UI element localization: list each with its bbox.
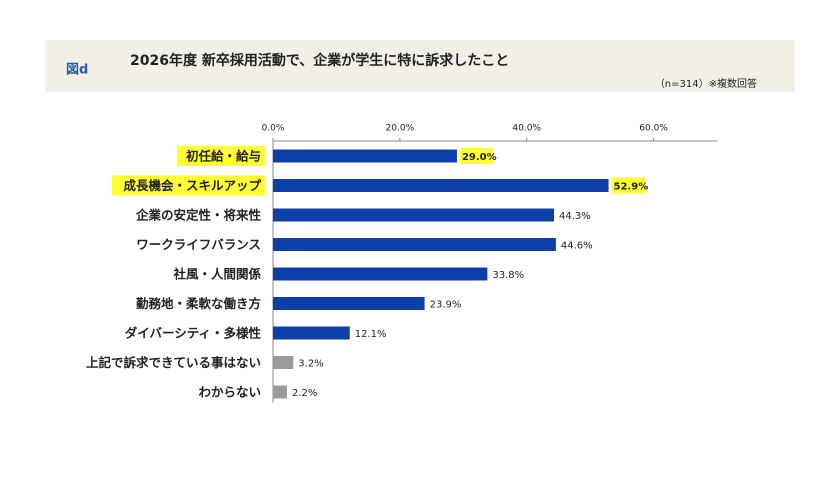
y-tick-label: 初任給・給与	[186, 149, 261, 164]
y-tick-label: ワークライフバランス	[136, 237, 261, 252]
y-tick-label: 成長機会・スキルアップ	[123, 178, 261, 193]
value-label: 29.0%	[462, 152, 497, 163]
header-band	[45, 40, 795, 92]
value-label: 2.2%	[292, 388, 317, 399]
chart-subtitle: （n=314）※複数回答	[655, 77, 757, 90]
bar	[273, 385, 287, 399]
figure-label: 図d	[66, 63, 88, 78]
value-label: 44.3%	[559, 211, 591, 222]
bar	[273, 208, 554, 222]
value-label-highlight	[459, 148, 494, 164]
x-tick-label: 20.0%	[386, 124, 415, 134]
chart-title: 2026年度 新卒採用活動で、企業が学生に特に訴求したこと	[130, 52, 509, 69]
bar	[273, 356, 294, 369]
value-label-highlight	[611, 177, 646, 194]
value-label: 52.9%	[614, 182, 649, 193]
bar	[273, 297, 425, 310]
y-tick-label: わからない	[198, 385, 261, 400]
y-tick-label: 勤務地・柔軟な働き方	[136, 296, 261, 311]
category-highlight	[112, 175, 265, 196]
value-label: 12.1%	[355, 329, 387, 340]
bar	[273, 267, 488, 281]
value-label: 33.8%	[492, 270, 524, 281]
value-label: 23.9%	[430, 300, 462, 311]
bar	[273, 238, 556, 251]
bar	[273, 179, 609, 192]
bar	[273, 326, 350, 340]
y-tick-label: 社風・人間関係	[172, 267, 261, 282]
value-label: 44.6%	[561, 241, 593, 252]
y-tick-label: 上記で訴求できている事はない	[86, 355, 261, 370]
category-highlight	[177, 146, 265, 166]
y-tick-label: 企業の安定性・将来性	[135, 208, 262, 223]
value-label: 3.2%	[298, 359, 323, 370]
x-tick-label: 60.0%	[639, 124, 668, 134]
x-tick-label: 40.0%	[512, 124, 541, 134]
bar	[273, 149, 457, 163]
y-tick-label: ダイバーシティ・多様性	[125, 326, 262, 341]
x-tick-label: 0.0%	[262, 124, 285, 134]
